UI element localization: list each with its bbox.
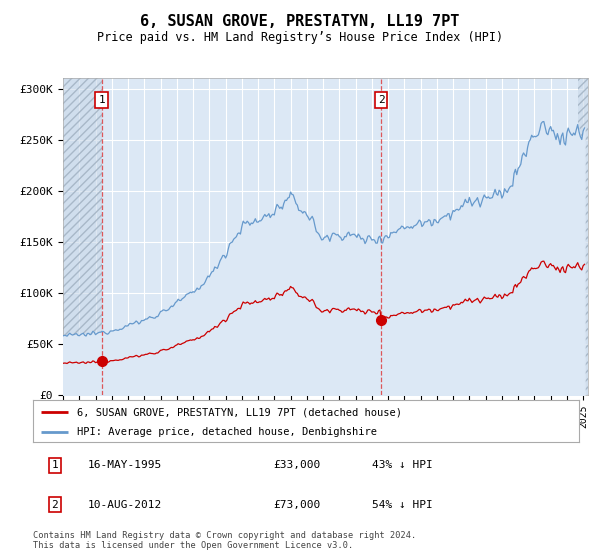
Text: 1: 1 [98, 95, 105, 105]
Text: 1: 1 [52, 460, 58, 470]
Text: HPI: Average price, detached house, Denbighshire: HPI: Average price, detached house, Denb… [77, 427, 377, 437]
Text: 54% ↓ HPI: 54% ↓ HPI [371, 500, 432, 510]
Text: 6, SUSAN GROVE, PRESTATYN, LL19 7PT (detached house): 6, SUSAN GROVE, PRESTATYN, LL19 7PT (det… [77, 407, 401, 417]
Text: 16-MAY-1995: 16-MAY-1995 [88, 460, 162, 470]
Bar [63, 78, 101, 395]
Bar [578, 78, 588, 395]
Text: Price paid vs. HM Land Registry’s House Price Index (HPI): Price paid vs. HM Land Registry’s House … [97, 31, 503, 44]
Text: 6, SUSAN GROVE, PRESTATYN, LL19 7PT: 6, SUSAN GROVE, PRESTATYN, LL19 7PT [140, 14, 460, 29]
Text: 2: 2 [378, 95, 385, 105]
Text: 43% ↓ HPI: 43% ↓ HPI [371, 460, 432, 470]
Bar [63, 78, 101, 395]
Text: £33,000: £33,000 [273, 460, 320, 470]
Text: £73,000: £73,000 [273, 500, 320, 510]
Text: 10-AUG-2012: 10-AUG-2012 [88, 500, 162, 510]
Text: 2: 2 [52, 500, 58, 510]
Text: Contains HM Land Registry data © Crown copyright and database right 2024.
This d: Contains HM Land Registry data © Crown c… [33, 531, 416, 550]
Bar [578, 78, 588, 395]
